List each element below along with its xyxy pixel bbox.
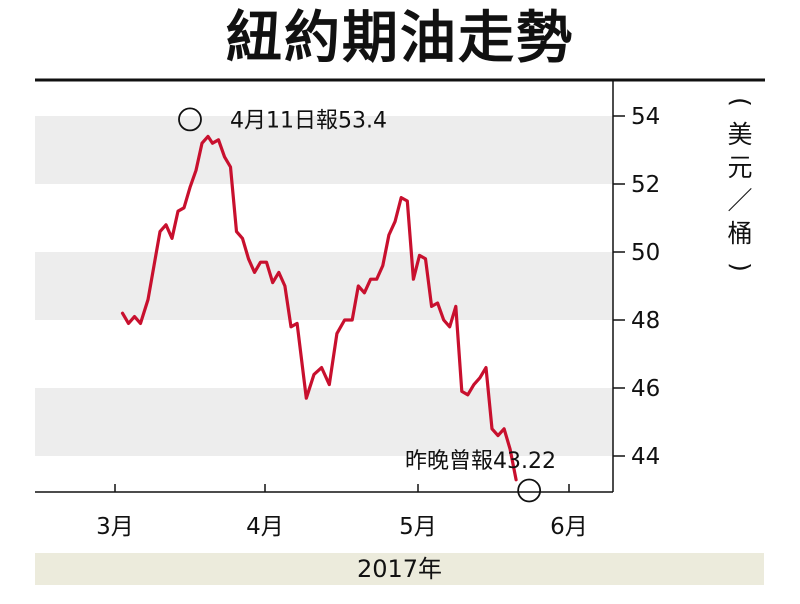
y-tick-label: 46 bbox=[631, 376, 660, 402]
y-tick-label: 48 bbox=[631, 308, 660, 334]
annotation-marker bbox=[178, 107, 202, 132]
x-tick-label: 3月 bbox=[96, 514, 134, 540]
annotation-marker bbox=[517, 478, 542, 503]
y-axis: 44 46 48 50 52 54 bbox=[613, 104, 660, 470]
x-tick-label: 6月 bbox=[550, 514, 588, 540]
x-axis-year-band: 2017年 bbox=[35, 553, 764, 585]
y-unit-char: ／ bbox=[727, 186, 752, 215]
y-tick-label: 52 bbox=[631, 172, 660, 198]
y-unit-bracket: ( bbox=[726, 97, 755, 107]
y-unit-bracket: ) bbox=[726, 262, 755, 272]
y-tick-label: 54 bbox=[631, 104, 660, 130]
grid-band bbox=[35, 388, 613, 456]
grid-bands bbox=[35, 116, 613, 456]
chart-title: 紐約期油走勢 bbox=[226, 5, 574, 71]
x-tick-label: 4月 bbox=[246, 514, 284, 540]
grid-band bbox=[35, 252, 613, 320]
x-tick-label: 5月 bbox=[399, 514, 437, 540]
y-unit-char: 元 bbox=[727, 153, 752, 182]
annotation-label: 4月11日報53.4 bbox=[230, 108, 387, 133]
y-unit-char: 美 bbox=[727, 120, 752, 149]
annotation-label: 昨晚曾報43.22 bbox=[405, 449, 556, 474]
chart-annotations: 4月11日報53.4 昨晚曾報43.22 bbox=[178, 107, 556, 503]
price-line bbox=[120, 134, 518, 482]
price-series bbox=[120, 134, 518, 482]
grid-band bbox=[35, 116, 613, 184]
y-unit-label: ( 美元 ／ 桶) bbox=[726, 97, 755, 272]
x-axis-year-label: 2017年 bbox=[356, 555, 443, 583]
y-tick-label: 44 bbox=[631, 444, 660, 470]
y-tick-label: 50 bbox=[631, 240, 660, 266]
y-unit-char: 桶 bbox=[727, 219, 752, 248]
chart-frame bbox=[35, 78, 765, 493]
x-axis: 3月 4月 5月 6月 bbox=[96, 484, 588, 540]
